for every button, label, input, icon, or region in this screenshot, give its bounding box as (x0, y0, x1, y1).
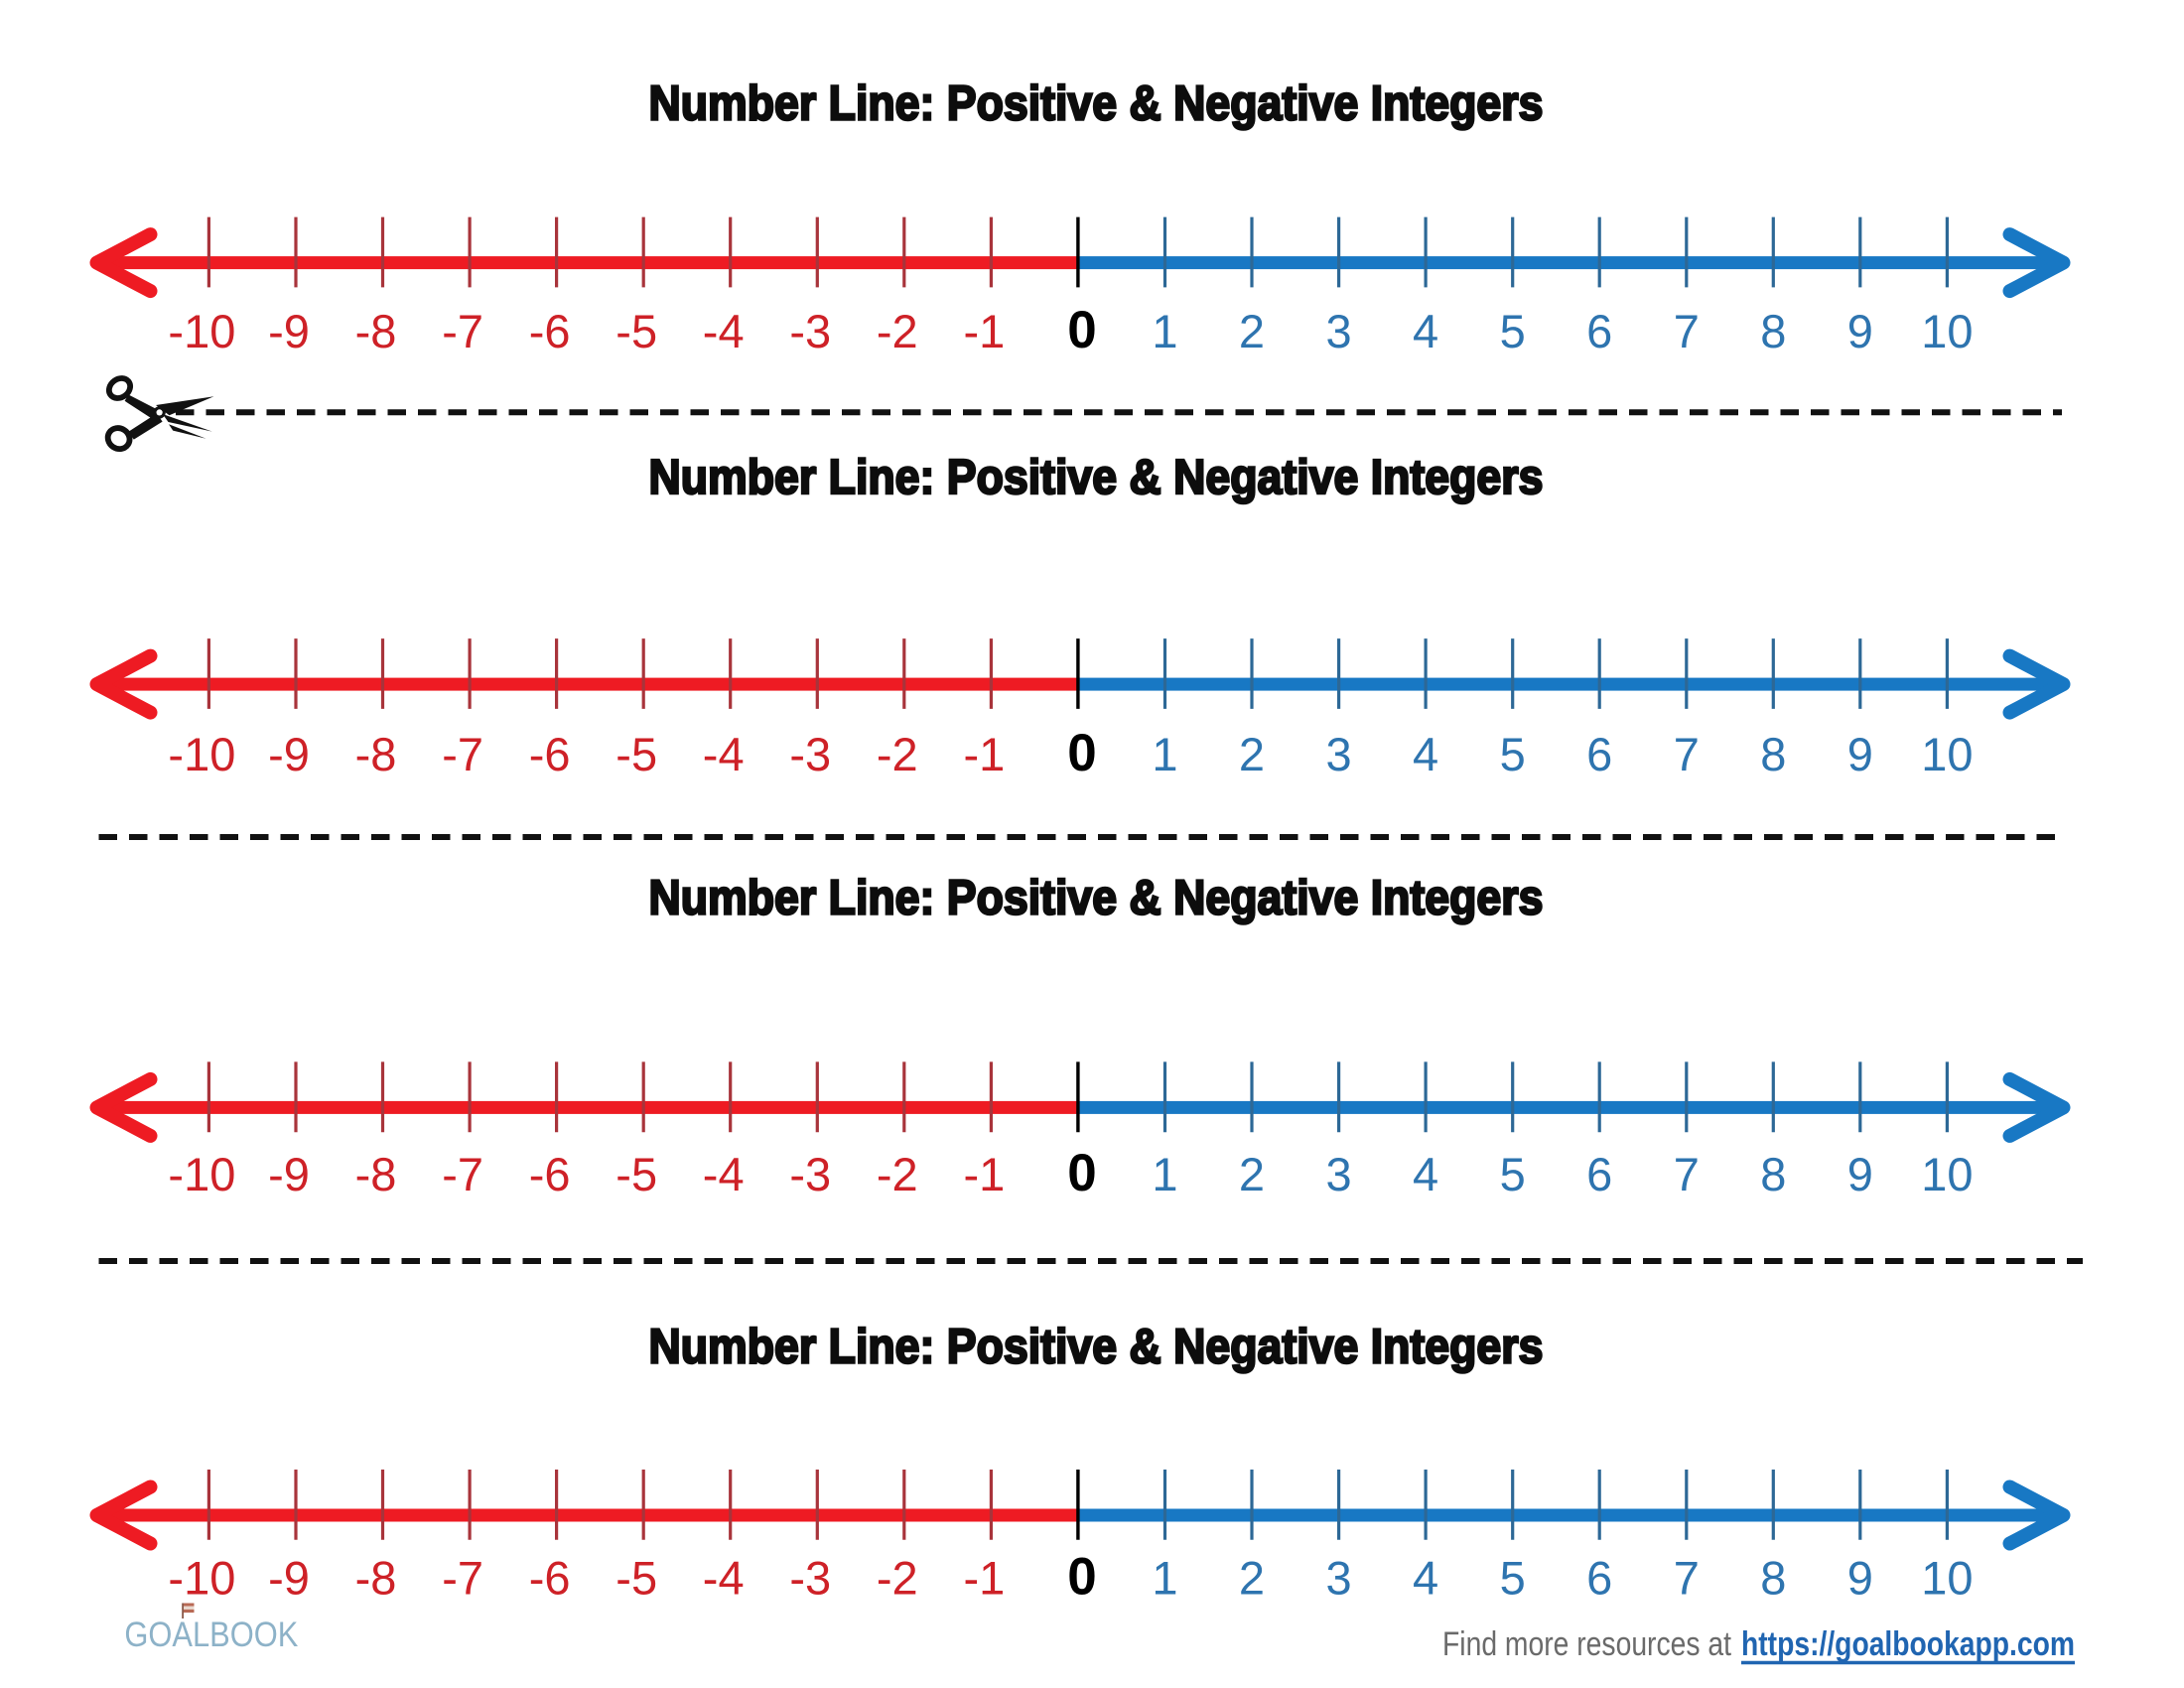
svg-text:8: 8 (1760, 1552, 1786, 1605)
svg-text:-1: -1 (964, 1148, 1006, 1200)
svg-text:0: 0 (1067, 1548, 1096, 1607)
svg-text:9: 9 (1847, 305, 1873, 357)
svg-text:-2: -2 (877, 305, 918, 357)
svg-text:https://goalbookapp.com: https://goalbookapp.com (1741, 1625, 2075, 1663)
svg-text:10: 10 (1921, 728, 1973, 780)
svg-text:2: 2 (1239, 305, 1265, 357)
svg-text:3: 3 (1326, 728, 1352, 780)
svg-text:-7: -7 (442, 728, 483, 780)
svg-text:8: 8 (1760, 1148, 1786, 1200)
svg-text:1: 1 (1152, 1148, 1177, 1200)
svg-text:-4: -4 (703, 1148, 745, 1200)
svg-text:0: 0 (1067, 724, 1096, 782)
svg-text:-1: -1 (964, 1552, 1006, 1605)
svg-text:4: 4 (1413, 305, 1438, 357)
svg-text:3: 3 (1326, 1552, 1352, 1605)
svg-text:Find more resources at: Find more resources at (1442, 1625, 1731, 1663)
svg-text:8: 8 (1760, 728, 1786, 780)
svg-text:8: 8 (1760, 305, 1786, 357)
svg-text:-9: -9 (268, 728, 310, 780)
svg-text:3: 3 (1326, 305, 1352, 357)
svg-text:-3: -3 (789, 1552, 831, 1605)
svg-text:-5: -5 (615, 305, 657, 357)
svg-text:-5: -5 (615, 728, 657, 780)
svg-text:-9: -9 (268, 1552, 310, 1605)
svg-text:-6: -6 (529, 1148, 571, 1200)
svg-text:-7: -7 (442, 1148, 483, 1200)
svg-text:-3: -3 (789, 728, 831, 780)
svg-text:-4: -4 (703, 1552, 745, 1605)
svg-text:1: 1 (1152, 1552, 1177, 1605)
svg-text:-2: -2 (877, 728, 918, 780)
svg-text:-10: -10 (168, 728, 235, 780)
svg-text:-9: -9 (268, 1148, 310, 1200)
svg-text:-5: -5 (615, 1552, 657, 1605)
svg-text:-4: -4 (703, 728, 745, 780)
svg-text:Number Line: Positive & Negati: Number Line: Positive & Negative Integer… (649, 1321, 1544, 1374)
svg-text:-8: -8 (355, 728, 397, 780)
svg-text:4: 4 (1413, 1148, 1438, 1200)
svg-text:10: 10 (1921, 1148, 1973, 1200)
svg-text:7: 7 (1674, 305, 1700, 357)
svg-text:-7: -7 (442, 1552, 483, 1605)
svg-text:-8: -8 (355, 1552, 397, 1605)
svg-text:7: 7 (1674, 728, 1700, 780)
svg-text:-9: -9 (268, 305, 310, 357)
svg-text:10: 10 (1921, 305, 1973, 357)
svg-text:2: 2 (1239, 1148, 1265, 1200)
svg-text:5: 5 (1500, 305, 1526, 357)
svg-text:6: 6 (1586, 728, 1612, 780)
svg-text:-8: -8 (355, 305, 397, 357)
svg-text:10: 10 (1921, 1552, 1973, 1605)
svg-text:-6: -6 (529, 728, 571, 780)
svg-text:3: 3 (1326, 1148, 1352, 1200)
svg-text:-7: -7 (442, 305, 483, 357)
svg-text:6: 6 (1586, 1552, 1612, 1605)
svg-text:Number Line: Positive & Negati: Number Line: Positive & Negative Integer… (649, 77, 1544, 131)
svg-text:4: 4 (1413, 1552, 1438, 1605)
svg-text:5: 5 (1500, 728, 1526, 780)
svg-text:1: 1 (1152, 728, 1177, 780)
svg-text:GOALBOOK: GOALBOOK (124, 1616, 298, 1654)
svg-text:-1: -1 (964, 305, 1006, 357)
svg-text:-10: -10 (168, 305, 235, 357)
svg-text:7: 7 (1674, 1552, 1700, 1605)
svg-text:-10: -10 (168, 1552, 235, 1605)
svg-text:-8: -8 (355, 1148, 397, 1200)
svg-text:-10: -10 (168, 1148, 235, 1200)
svg-text:9: 9 (1847, 728, 1873, 780)
svg-text:-6: -6 (529, 305, 571, 357)
svg-text:1: 1 (1152, 305, 1177, 357)
svg-text:Number Line: Positive & Negati: Number Line: Positive & Negative Integer… (649, 451, 1544, 504)
svg-text:7: 7 (1674, 1148, 1700, 1200)
svg-text:6: 6 (1586, 305, 1612, 357)
svg-text:-2: -2 (877, 1148, 918, 1200)
svg-text:-4: -4 (703, 305, 745, 357)
svg-text:9: 9 (1847, 1148, 1873, 1200)
svg-text:Number Line: Positive & Negati: Number Line: Positive & Negative Integer… (649, 872, 1544, 925)
svg-text:5: 5 (1500, 1148, 1526, 1200)
svg-text:-3: -3 (789, 1148, 831, 1200)
svg-text:0: 0 (1067, 1144, 1096, 1202)
svg-text:2: 2 (1239, 728, 1265, 780)
svg-text:-2: -2 (877, 1552, 918, 1605)
svg-text:9: 9 (1847, 1552, 1873, 1605)
svg-text:-5: -5 (615, 1148, 657, 1200)
svg-text:-1: -1 (964, 728, 1006, 780)
svg-text:5: 5 (1500, 1552, 1526, 1605)
svg-text:-3: -3 (789, 305, 831, 357)
svg-text:6: 6 (1586, 1148, 1612, 1200)
svg-text:2: 2 (1239, 1552, 1265, 1605)
svg-text:-6: -6 (529, 1552, 571, 1605)
svg-text:4: 4 (1413, 728, 1438, 780)
svg-text:0: 0 (1067, 301, 1096, 359)
